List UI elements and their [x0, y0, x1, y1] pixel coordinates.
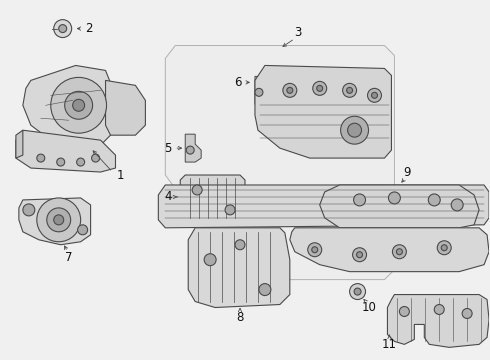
Text: 10: 10 — [362, 301, 377, 314]
Polygon shape — [105, 80, 146, 135]
Circle shape — [37, 154, 45, 162]
Circle shape — [192, 185, 202, 195]
Polygon shape — [185, 134, 201, 162]
Circle shape — [353, 248, 367, 262]
Circle shape — [371, 92, 377, 98]
Circle shape — [312, 247, 318, 253]
Polygon shape — [158, 185, 489, 228]
Polygon shape — [19, 198, 91, 245]
Text: 5: 5 — [165, 141, 172, 155]
Circle shape — [313, 81, 327, 95]
Polygon shape — [388, 294, 489, 347]
Text: 4: 4 — [165, 190, 172, 203]
Circle shape — [23, 204, 35, 216]
Circle shape — [77, 225, 88, 235]
Polygon shape — [16, 130, 23, 158]
Text: 1: 1 — [117, 168, 124, 181]
Circle shape — [255, 88, 263, 96]
Circle shape — [287, 87, 293, 93]
Circle shape — [283, 84, 297, 97]
Circle shape — [399, 306, 409, 316]
Circle shape — [343, 84, 357, 97]
Circle shape — [51, 77, 106, 133]
Text: 3: 3 — [294, 26, 301, 39]
Polygon shape — [16, 130, 116, 172]
Text: 8: 8 — [236, 311, 244, 324]
Circle shape — [65, 91, 93, 119]
Circle shape — [57, 158, 65, 166]
Circle shape — [396, 249, 402, 255]
Circle shape — [225, 205, 235, 215]
Polygon shape — [165, 45, 394, 280]
Text: 11: 11 — [382, 338, 397, 351]
Polygon shape — [188, 228, 290, 307]
Circle shape — [54, 20, 72, 37]
Circle shape — [186, 146, 194, 154]
Circle shape — [451, 199, 463, 211]
Circle shape — [357, 252, 363, 258]
Circle shape — [462, 309, 472, 319]
Circle shape — [346, 87, 353, 93]
Polygon shape — [255, 76, 269, 104]
Circle shape — [392, 245, 406, 259]
Text: 9: 9 — [404, 166, 411, 179]
Circle shape — [308, 243, 322, 257]
Text: 6: 6 — [234, 76, 242, 89]
Circle shape — [204, 254, 216, 266]
Circle shape — [59, 24, 67, 32]
Circle shape — [54, 215, 64, 225]
Circle shape — [354, 288, 361, 295]
Circle shape — [441, 245, 447, 251]
Circle shape — [92, 154, 99, 162]
Polygon shape — [319, 185, 479, 228]
Circle shape — [37, 198, 81, 242]
Circle shape — [428, 194, 440, 206]
Circle shape — [317, 85, 323, 91]
Circle shape — [347, 123, 362, 137]
Polygon shape — [290, 228, 489, 272]
Circle shape — [73, 99, 85, 111]
Circle shape — [76, 158, 85, 166]
Polygon shape — [255, 66, 392, 158]
Polygon shape — [23, 66, 116, 148]
Circle shape — [349, 284, 366, 300]
Circle shape — [437, 241, 451, 255]
Polygon shape — [180, 175, 245, 220]
Text: 7: 7 — [65, 251, 73, 264]
Circle shape — [368, 88, 382, 102]
Circle shape — [235, 240, 245, 250]
Text: 2: 2 — [85, 22, 92, 35]
Circle shape — [341, 116, 368, 144]
Circle shape — [354, 194, 366, 206]
Circle shape — [47, 208, 71, 232]
Circle shape — [434, 305, 444, 315]
Circle shape — [259, 284, 271, 296]
Circle shape — [389, 192, 400, 204]
